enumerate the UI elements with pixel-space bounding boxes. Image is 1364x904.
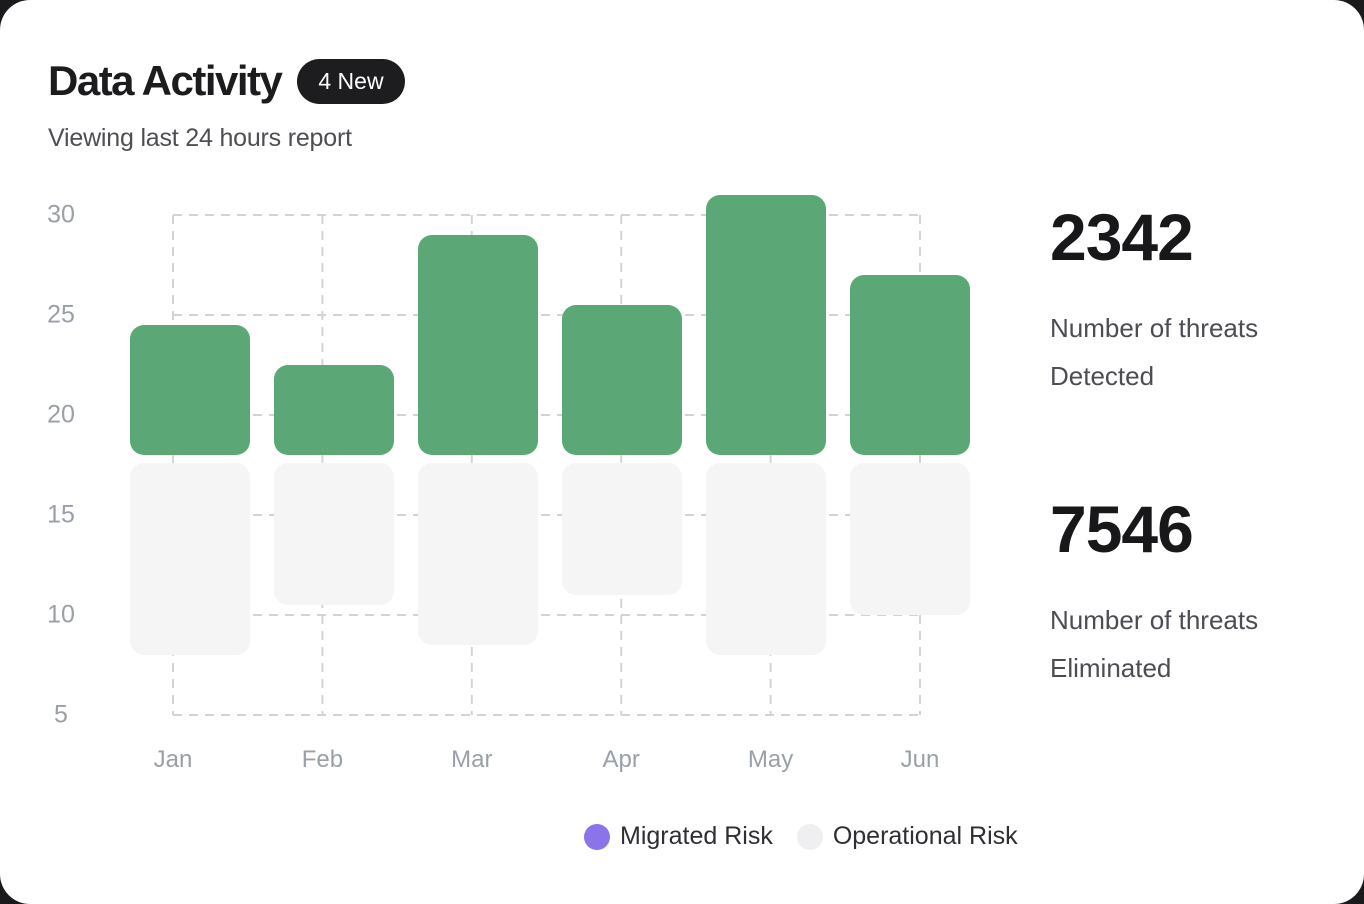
y-axis-label-5: 5	[54, 700, 68, 729]
legend-item-migrated-risk[interactable]: Migrated Risk	[584, 822, 773, 851]
stat-threats-detected: 2342 Number of threats Detected	[1050, 200, 1360, 400]
y-axis-label-25: 25	[47, 300, 75, 329]
stat-label-line: Detected	[1050, 361, 1155, 391]
report-subtitle: Viewing last 24 hours report	[48, 124, 352, 152]
bar-operational-risk-mar[interactable]	[418, 463, 538, 645]
x-axis-label-feb: Feb	[301, 746, 344, 773]
y-axis-label-15: 15	[47, 500, 75, 529]
bar-migrated-risk-jan[interactable]	[130, 325, 250, 455]
page-title: Data Activity	[48, 57, 283, 104]
x-axis-label-may: May	[747, 746, 794, 773]
chart-legend: Migrated Risk Operational Risk	[584, 822, 1018, 851]
bar-operational-risk-jan[interactable]	[130, 463, 250, 655]
bar-migrated-risk-mar[interactable]	[418, 235, 538, 455]
y-axis-label-30: 30	[47, 200, 75, 229]
legend-item-operational-risk[interactable]: Operational Risk	[796, 822, 1018, 851]
stat-label-line: Eliminated	[1050, 653, 1172, 683]
legend-label: Operational Risk	[832, 822, 1018, 850]
legend-dot-migrated-risk	[584, 823, 610, 850]
stat-label-line: Number of threats	[1050, 313, 1259, 343]
bar-migrated-risk-may[interactable]	[706, 195, 826, 455]
bar-operational-risk-may[interactable]	[706, 463, 826, 655]
new-count-badge[interactable]: 4 New	[297, 58, 405, 104]
stat-label-line: Number of threats	[1050, 605, 1259, 635]
x-axis-label-jun: Jun	[900, 746, 940, 773]
bar-operational-risk-feb[interactable]	[274, 463, 394, 605]
legend-dot-operational-risk	[796, 823, 823, 850]
bar-operational-risk-apr[interactable]	[562, 463, 682, 595]
x-axis-label-mar: Mar	[451, 746, 493, 773]
y-axis-label-10: 10	[47, 600, 75, 629]
legend-label: Migrated Risk	[620, 822, 773, 850]
y-axis-label-20: 20	[47, 400, 75, 429]
stat-value-eliminated: 7546	[1050, 492, 1194, 566]
x-axis-label-jan: Jan	[153, 746, 193, 773]
card-header: Data Activity 4 New Viewing last 24 hour…	[48, 56, 405, 153]
x-axis-label-apr: Apr	[602, 746, 640, 773]
stat-value-detected: 2342	[1050, 200, 1194, 274]
bar-operational-risk-jun[interactable]	[850, 463, 970, 615]
bar-migrated-risk-jun[interactable]	[850, 275, 970, 455]
bar-migrated-risk-feb[interactable]	[274, 365, 394, 455]
stat-threats-eliminated: 7546 Number of threats Eliminated	[1050, 492, 1360, 692]
bar-migrated-risk-apr[interactable]	[562, 305, 682, 455]
